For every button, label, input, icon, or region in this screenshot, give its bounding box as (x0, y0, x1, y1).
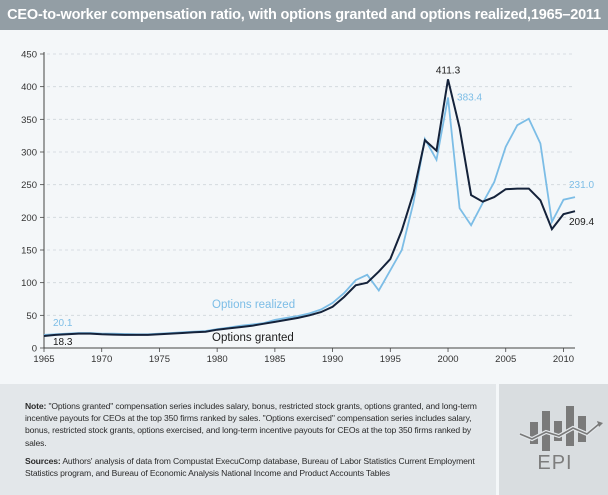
data-label-granted-2011: 209.4 (569, 217, 594, 228)
note-label: Note: (25, 401, 47, 411)
x-tick-label: 1970 (91, 354, 112, 365)
data-label-realized-2000: 383.4 (457, 93, 482, 104)
y-tick-label: 300 (21, 148, 37, 159)
y-tick-label: 100 (21, 278, 37, 289)
sources-paragraph: Sources: Authors' analysis of data from … (25, 455, 490, 479)
y-tick-label: 150 (21, 246, 37, 257)
data-label-realized-1965: 20.1 (53, 318, 73, 329)
y-tick-label: 200 (21, 213, 37, 224)
y-tick-label: 400 (21, 82, 37, 93)
y-tick-label: 250 (21, 180, 37, 191)
line-options-realized (43, 97, 576, 336)
chart-area: 0 50 100 150 200 250 300 350 400 450 1965 1970 1975 1… (0, 30, 608, 384)
notes: Note: "Options granted" compensation ser… (25, 400, 490, 485)
x-tick-label: 2005 (495, 354, 516, 365)
logo-text: EPI (537, 452, 573, 474)
data-label-granted-1965: 18.3 (53, 337, 73, 348)
y-tick-label: 0 (32, 344, 37, 355)
legend-options-granted: Options granted (212, 332, 294, 344)
chart-title: CEO-to-worker compensation ratio, with o… (0, 0, 608, 30)
x-tick-label: 1985 (264, 354, 285, 365)
line-chart: 0 50 100 150 200 250 300 350 400 450 1965 1970 1975 1… (21, 50, 594, 366)
note-text: "Options granted" compensation series in… (25, 401, 477, 448)
x-tick-label: 1975 (149, 354, 170, 365)
legend-options-realized: Options realized (212, 299, 295, 311)
x-tick-label: 1980 (207, 354, 228, 365)
x-tick-label: 2010 (553, 354, 574, 365)
note-paragraph: Note: "Options granted" compensation ser… (25, 400, 490, 449)
y-tick-label: 350 (21, 115, 37, 126)
y-tick-label: 50 (26, 311, 37, 322)
epi-logo: EPI (496, 384, 608, 495)
data-label-realized-2011: 231.0 (569, 180, 594, 191)
x-tick-label: 1990 (322, 354, 343, 365)
x-tick-label: 1965 (33, 354, 54, 365)
data-label-granted-2000: 411.3 (436, 65, 461, 76)
bar-line-chart-logo-icon (519, 406, 603, 451)
x-tick-label: 1995 (380, 354, 401, 365)
x-tick-label: 2000 (437, 354, 458, 365)
y-tick-label: 450 (21, 50, 37, 61)
sources-label: Sources: (25, 455, 61, 466)
line-options-granted (43, 79, 576, 337)
footer: Note: "Options granted" compensation ser… (0, 384, 608, 495)
sources-text: Authors' analysis of data from Compustat… (25, 455, 475, 479)
